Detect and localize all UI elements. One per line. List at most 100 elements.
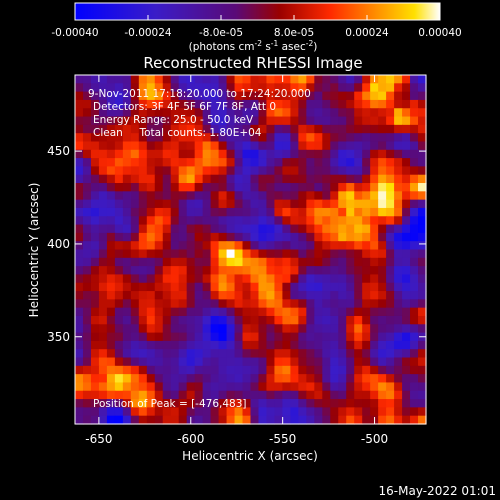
heatmap-cell: [146, 249, 156, 259]
heatmap-cell: [370, 207, 379, 217]
heatmap-cell: [138, 174, 148, 184]
heatmap-cell: [330, 75, 339, 84]
heatmap-cell: [402, 91, 411, 101]
heatmap-cell: [202, 332, 212, 342]
heatmap-cell: [130, 124, 140, 134]
heatmap-cell: [314, 407, 323, 417]
heatmap-cell: [138, 257, 148, 267]
heatmap-cell: [298, 75, 307, 84]
heatmap-cell: [386, 174, 395, 184]
heatmap-cell: [418, 399, 427, 408]
heatmap-cell: [306, 75, 315, 84]
heatmap-cell: [218, 241, 228, 251]
heatmap-cell: [282, 166, 291, 176]
heatmap-cell: [274, 174, 284, 184]
heatmap-cell: [378, 249, 387, 259]
heatmap-cell: [274, 149, 284, 159]
heatmap-cell: [90, 332, 100, 342]
heatmap-cell: [202, 183, 212, 192]
heatmap-cell: [306, 399, 315, 408]
heatmap-cell: [394, 407, 403, 417]
heatmap-cell: [130, 349, 140, 359]
heatmap-cell: [170, 324, 180, 334]
heatmap-cell: [75, 141, 84, 151]
heatmap-cell: [186, 282, 196, 292]
heatmap-cell: [242, 99, 252, 109]
heatmap-cell: [258, 83, 268, 93]
heatmap-cell: [338, 257, 347, 267]
heatmap-cell: [122, 349, 132, 359]
heatmap-cell: [178, 91, 188, 101]
heatmap-cell: [226, 232, 236, 242]
heatmap-cell: [162, 399, 172, 408]
heatmap-cell: [410, 374, 419, 384]
heatmap-cell: [186, 141, 196, 151]
heatmap-cell: [394, 141, 403, 151]
heatmap-cell: [98, 249, 108, 259]
heatmap-cell: [402, 232, 411, 242]
heatmap-cell: [322, 141, 331, 151]
heatmap-cell: [90, 282, 100, 292]
heatmap-cell: [178, 332, 188, 342]
heatmap-cell: [338, 324, 347, 334]
heatmap-cell: [266, 407, 276, 417]
heatmap-cell: [338, 83, 347, 93]
heatmap-cell: [394, 307, 403, 317]
heatmap-cell: [282, 291, 291, 300]
heatmap-cell: [154, 291, 164, 300]
heatmap-cell: [410, 399, 419, 408]
heatmap-cell: [122, 149, 132, 159]
heatmap-cell: [322, 257, 331, 267]
heatmap-cell: [274, 257, 284, 267]
heatmap-cell: [90, 108, 100, 118]
heatmap-cell: [298, 166, 307, 176]
heatmap-cell: [402, 99, 411, 109]
heatmap-cell: [218, 183, 228, 192]
heatmap-cell: [394, 324, 403, 334]
heatmap-cell: [354, 340, 363, 350]
heatmap-cell: [162, 249, 172, 259]
heatmap-cell: [218, 232, 228, 242]
heatmap-cell: [82, 324, 92, 334]
heatmap-cell: [266, 75, 276, 84]
heatmap-cell: [218, 75, 228, 84]
heatmap-cell: [154, 315, 164, 325]
heatmap-cell: [154, 207, 164, 217]
heatmap-cell: [178, 307, 188, 317]
heatmap-cell: [186, 174, 196, 184]
heatmap-cell: [354, 133, 363, 143]
heatmap-cell: [114, 415, 124, 425]
heatmap-cell: [266, 382, 276, 392]
heatmap-cell: [226, 324, 236, 334]
heatmap-cell: [250, 174, 260, 184]
heatmap-cell: [82, 374, 92, 384]
heatmap-cell: [410, 407, 419, 417]
heatmap-cell: [202, 133, 212, 143]
heatmap-cell: [370, 116, 379, 126]
heatmap-cell: [138, 99, 148, 109]
heatmap-cell: [298, 357, 307, 367]
heatmap-cell: [186, 374, 196, 384]
heatmap-cell: [202, 382, 212, 392]
heatmap-cell: [306, 199, 315, 209]
heatmap-cell: [346, 141, 355, 151]
heatmap-cell: [290, 183, 299, 192]
heatmap-cell: [210, 282, 220, 292]
heatmap-cell: [162, 183, 172, 192]
heatmap-cell: [298, 299, 307, 309]
heatmap-cell: [170, 99, 180, 109]
heatmap-cell: [378, 207, 387, 217]
heatmap-cell: [274, 324, 284, 334]
heatmap-cell: [418, 340, 427, 350]
heatmap-cell: [362, 75, 371, 84]
heatmap-cell: [162, 315, 172, 325]
heatmap-cell: [194, 407, 204, 417]
heatmap-cell: [218, 99, 228, 109]
heatmap-cell: [282, 224, 291, 234]
heatmap-cell: [218, 324, 228, 334]
heatmap-cell: [386, 207, 395, 217]
heatmap-cell: [106, 174, 116, 184]
heatmap-cell: [114, 407, 124, 417]
heatmap-cell: [266, 91, 276, 101]
heatmap-cell: [410, 274, 419, 284]
